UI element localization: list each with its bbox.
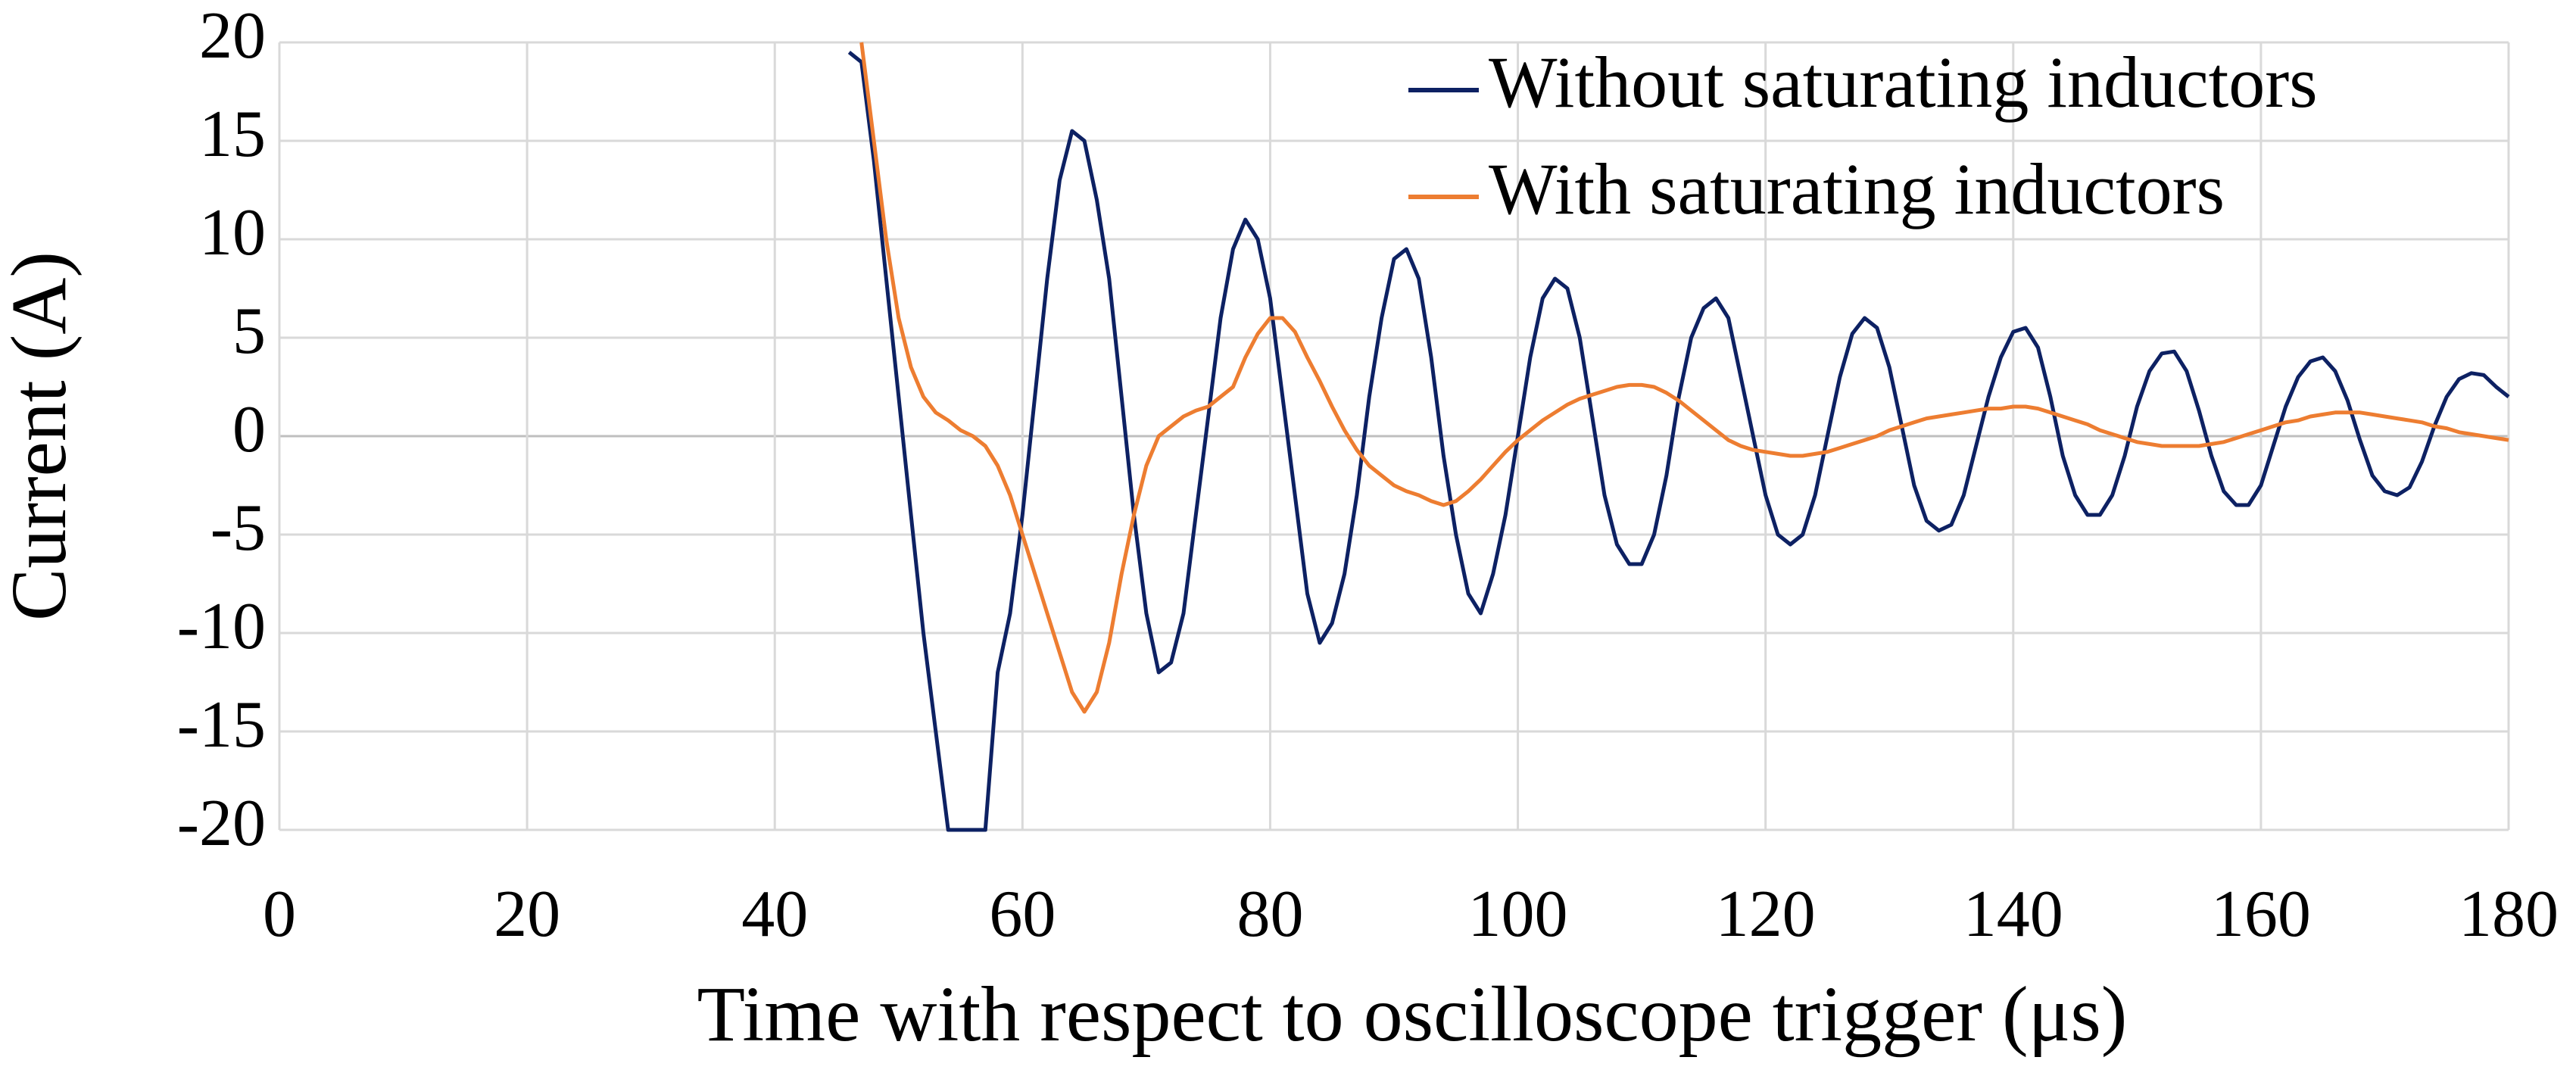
y-tick-label: 20: [199, 0, 266, 73]
x-tick-label: 100: [1468, 878, 1568, 951]
x-tick-label: 0: [263, 878, 296, 951]
x-tick-label: 80: [1237, 878, 1303, 951]
x-tick-label: 120: [1716, 878, 1816, 951]
y-tick-label: 10: [199, 196, 266, 270]
series-line: [859, 42, 2509, 714]
x-tick-label: 60: [989, 878, 1056, 951]
x-axis-title: Time with respect to oscilloscope trigge…: [697, 971, 2128, 1058]
x-tick-label: 40: [741, 878, 808, 951]
series-line: [847, 51, 2510, 832]
legend-label: Without saturating inductors: [1489, 42, 2318, 123]
x-tick-label: 20: [494, 878, 560, 951]
x-tick-label: 160: [2211, 878, 2311, 951]
y-tick-label: 0: [232, 393, 266, 466]
y-tick-label: -10: [177, 590, 266, 663]
y-axis-title: Current (A): [0, 251, 83, 621]
y-tick-label: -20: [177, 787, 266, 860]
x-tick-label: 180: [2459, 878, 2559, 951]
y-tick-label: 15: [199, 98, 266, 171]
y-tick-label: -15: [177, 688, 266, 762]
x-tick-label: 140: [1963, 878, 2063, 951]
y-tick-label: 5: [232, 295, 266, 368]
y-tick-label: -5: [211, 491, 266, 565]
legend-label: With saturating inductors: [1489, 148, 2225, 229]
